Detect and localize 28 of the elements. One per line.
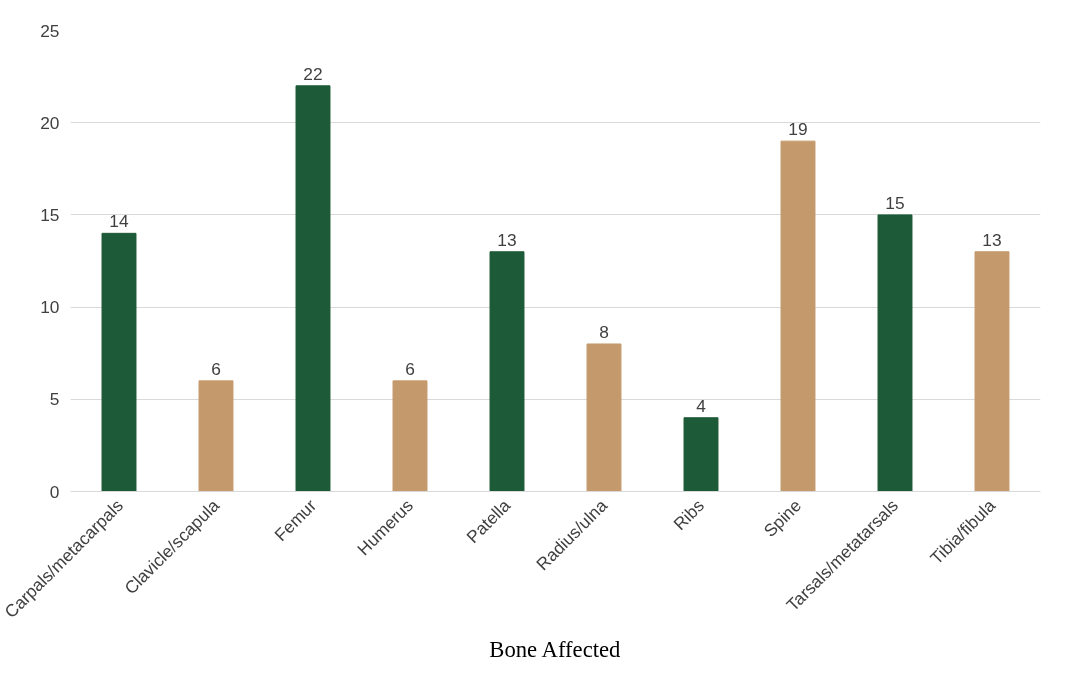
bar bbox=[877, 214, 913, 492]
y-tick-label: 5 bbox=[49, 389, 60, 410]
bar bbox=[974, 251, 1010, 492]
data-label: 6 bbox=[211, 358, 221, 379]
x-tick-label: Ribs bbox=[669, 495, 709, 535]
bar bbox=[780, 140, 816, 492]
bar bbox=[392, 380, 428, 492]
data-label: 13 bbox=[982, 229, 1002, 250]
bar bbox=[198, 380, 234, 492]
data-label: 19 bbox=[788, 119, 808, 140]
data-label: 4 bbox=[696, 395, 707, 416]
y-tick-label: 20 bbox=[40, 112, 60, 133]
bar bbox=[295, 85, 331, 492]
y-tick-label: 15 bbox=[40, 204, 60, 225]
data-label: 13 bbox=[497, 229, 517, 250]
data-label: 8 bbox=[599, 321, 609, 342]
bar bbox=[101, 232, 137, 492]
data-label: 15 bbox=[885, 192, 905, 213]
data-label: 14 bbox=[109, 211, 129, 232]
x-axis-title: Bone Affected bbox=[489, 637, 622, 663]
y-tick-label: 0 bbox=[49, 481, 60, 502]
y-tick-label: 10 bbox=[40, 297, 60, 318]
bar bbox=[489, 251, 525, 492]
data-label: 6 bbox=[405, 358, 415, 379]
data-label: 22 bbox=[303, 63, 323, 84]
bar bbox=[683, 417, 719, 492]
bar bbox=[586, 343, 622, 492]
y-tick-label: 25 bbox=[40, 20, 60, 41]
